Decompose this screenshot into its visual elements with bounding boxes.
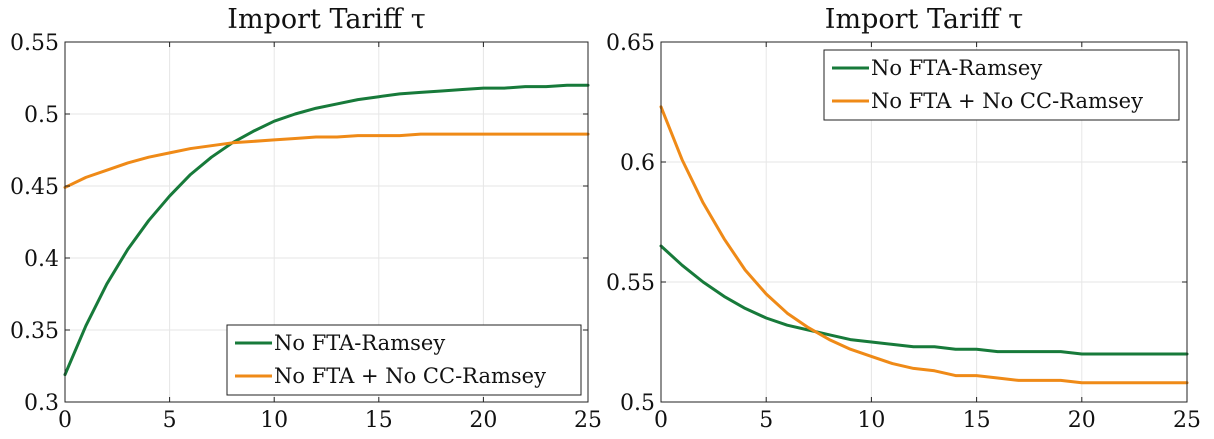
legend-item: No FTA-Ramsey [832,56,1042,80]
y-tick-label: 0.55 [10,31,59,56]
y-tick-label: 0.6 [620,151,655,176]
legend-label: No FTA-Ramsey [871,56,1042,80]
y-tick-label: 0.45 [10,175,59,200]
series-line-no-fta-ramsey [63,83,590,377]
x-tick-label: 0 [654,408,668,433]
legend: No FTA-Ramsey No FTA + No CC-Ramsey [226,324,582,396]
legend-box [226,324,582,396]
x-tick-label: 0 [58,408,72,433]
x-tick-label: 10 [857,408,885,433]
chart-panel-2: 0 5 10 15 20 25 0.5 0.55 0.6 0.65 Import Tariff τ N… [606,4,1201,433]
x-tick-label: 5 [163,408,177,433]
x-tick-label: 15 [365,408,393,433]
axes-box [660,41,1188,403]
y-tick-label: 0.4 [24,247,59,272]
series-line-no-fta-no-cc-ramsey [659,105,1189,385]
x-tick-label: 10 [260,408,288,433]
y-tick-label: 0.55 [606,271,655,296]
x-tick-label: 20 [1068,408,1096,433]
chart-panel-1: 0 5 10 15 20 25 0.3 0.35 0.4 0.45 0.5 0.55 Import Ta… [10,4,602,433]
axes-box [64,41,589,403]
legend-label: No FTA + No CC-Ramsey [274,364,546,388]
x-tick-label: 25 [574,408,602,433]
series-line-no-fta-no-cc-ramsey [63,132,590,189]
x-tick-label: 15 [963,408,991,433]
chart-title: Import Tariff τ [825,4,1023,35]
legend-label: No FTA-Ramsey [274,331,445,355]
x-tick-label: 25 [1173,408,1201,433]
legend-box [823,49,1180,121]
chart-title: Import Tariff τ [227,4,425,35]
series-line-no-fta-ramsey [659,244,1189,356]
legend: No FTA-Ramsey No FTA + No CC-Ramsey [823,49,1180,121]
y-tick-label: 0.5 [620,391,655,416]
legend-item: No FTA + No CC-Ramsey [235,364,546,388]
x-tick-label: 20 [469,408,497,433]
legend-item: No FTA + No CC-Ramsey [832,89,1143,113]
y-tick-label: 0.35 [10,319,59,344]
legend-label: No FTA + No CC-Ramsey [871,89,1143,113]
x-tick-label: 5 [759,408,773,433]
y-tick-label: 0.5 [24,103,59,128]
y-tick-label: 0.3 [24,391,59,416]
y-tick-label: 0.65 [606,31,655,56]
legend-item: No FTA-Ramsey [235,331,445,355]
